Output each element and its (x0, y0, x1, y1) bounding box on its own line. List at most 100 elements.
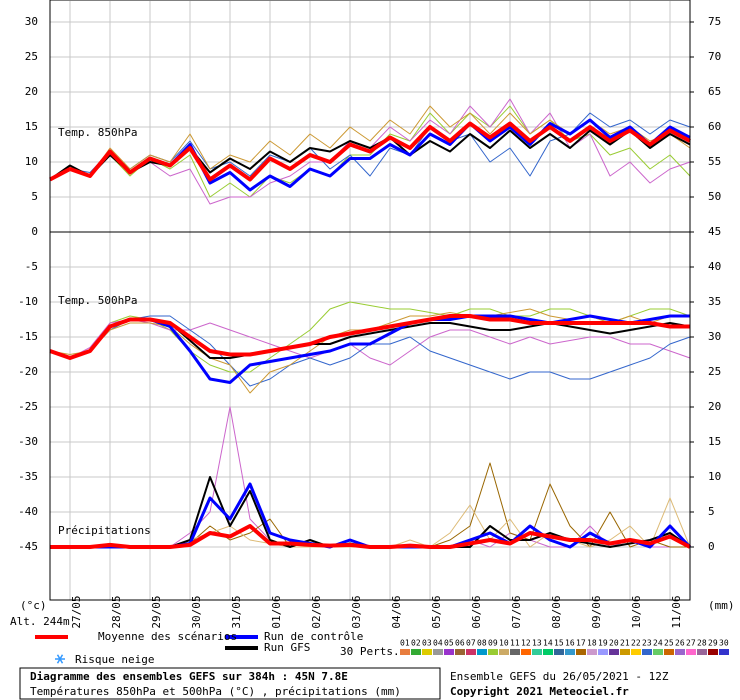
pert-label: 07 (466, 639, 476, 648)
x-tick-label: 07/06 (510, 595, 523, 628)
pert-swatch (697, 649, 707, 655)
y2-tick-label: 55 (708, 155, 721, 168)
pert-swatch (620, 649, 630, 655)
x-tick-label: 31/05 (230, 595, 243, 628)
y-tick-label: 25 (25, 50, 38, 63)
pert-label: 12 (521, 639, 531, 648)
pert-label: 18 (587, 639, 597, 648)
pert-swatch (466, 649, 476, 655)
y2-tick-label: 25 (708, 365, 721, 378)
pert-label: 29 (708, 639, 718, 648)
y-tick-label: -25 (18, 400, 38, 413)
y-tick-label: -30 (18, 435, 38, 448)
y-tick-label: -10 (18, 295, 38, 308)
pert-swatch (708, 649, 718, 655)
y2-tick-label: 65 (708, 85, 721, 98)
y-tick-label: -45 (18, 540, 38, 553)
pert-label: 06 (455, 639, 465, 648)
y2-tick-label: 5 (708, 505, 715, 518)
pert-label: 27 (686, 639, 696, 648)
pert-label: 02 (411, 639, 421, 648)
pert-swatch (510, 649, 520, 655)
altitude: Alt. 244m (10, 615, 70, 628)
pert-swatch (521, 649, 531, 655)
y2-tick-label: 30 (708, 330, 721, 343)
pert-label: 15 (554, 639, 564, 648)
y-tick-label: -40 (18, 505, 38, 518)
y2-tick-label: 70 (708, 50, 721, 63)
pert-swatch (433, 649, 443, 655)
y2-tick-label: 0 (708, 540, 715, 553)
y-tick-label: 15 (25, 120, 38, 133)
pert-swatch (598, 649, 608, 655)
pert-swatch (642, 649, 652, 655)
snow-icon (55, 654, 65, 664)
x-tick-label: 27/05 (70, 595, 83, 628)
pert-swatch (400, 649, 410, 655)
pert-label: 19 (598, 639, 608, 648)
pert-swatch (532, 649, 542, 655)
panel-label: Précipitations (58, 524, 151, 537)
pert-label: 26 (675, 639, 685, 648)
x-tick-label: 01/06 (270, 595, 283, 628)
pert-label: 21 (620, 639, 630, 648)
pert-label: 24 (653, 639, 663, 648)
pert-label: 13 (532, 639, 542, 648)
legend-label: Run GFS (264, 641, 310, 654)
pert-label: 11 (510, 639, 520, 648)
labels: 302520151050-5-10-15-20-25-30-35-40-4575… (18, 15, 721, 629)
x-tick-label: 29/05 (150, 595, 163, 628)
series-line (49, 314, 690, 360)
pert-label: 08 (477, 639, 487, 648)
pert-label: 30 (719, 639, 729, 648)
plot-area (50, 0, 690, 600)
y-tick-label: 0 (31, 225, 38, 238)
series-line (49, 121, 691, 182)
y-unit-left: (°c) (20, 599, 47, 612)
pert-swatch (499, 649, 509, 655)
run-info: Ensemble GEFS du 26/05/2021 - 12Z (450, 670, 669, 683)
series-line (49, 129, 691, 181)
pert-label: 04 (433, 639, 443, 648)
pert-swatch (631, 649, 641, 655)
y2-tick-label: 10 (708, 470, 721, 483)
pert-label: 01 (400, 639, 410, 648)
pert-swatch (554, 649, 564, 655)
y-tick-label: -5 (25, 260, 38, 273)
pert-swatch (455, 649, 465, 655)
snow-label: Risque neige (75, 653, 154, 666)
pert-label: 28 (697, 639, 707, 648)
pert-label: 22 (631, 639, 641, 648)
pert-label: 09 (488, 639, 498, 648)
y2-tick-label: 60 (708, 120, 721, 133)
perts-label: 30 Perts. (340, 645, 400, 658)
y-tick-label: 20 (25, 85, 38, 98)
pert-swatch (664, 649, 674, 655)
x-tick-label: 04/06 (390, 595, 403, 628)
y2-tick-label: 45 (708, 225, 721, 238)
pert-label: 17 (576, 639, 586, 648)
pert-label: 23 (642, 639, 652, 648)
pert-swatch (719, 649, 729, 655)
pert-swatch (543, 649, 553, 655)
y2-tick-label: 75 (708, 15, 721, 28)
footer-subtitle: Températures 850hPa et 500hPa (°C) , pré… (30, 685, 401, 698)
grid (50, 1, 694, 600)
panel-label: Temp. 500hPa (58, 294, 137, 307)
x-tick-label: 05/06 (430, 595, 443, 628)
pert-swatch (477, 649, 487, 655)
y2-tick-label: 50 (708, 190, 721, 203)
pert-swatch (565, 649, 575, 655)
legend-label: Run de contrôle (264, 630, 363, 643)
plot-frame (49, 0, 691, 601)
x-tick-label: 10/06 (630, 595, 643, 628)
y2-tick-label: 40 (708, 260, 721, 273)
y2-tick-label: 20 (708, 400, 721, 413)
x-tick-label: 28/05 (110, 595, 123, 628)
y-tick-label: -15 (18, 330, 38, 343)
x-tick-label: 09/06 (590, 595, 603, 628)
pert-swatch (653, 649, 663, 655)
y-tick-label: 30 (25, 15, 38, 28)
pert-swatch (609, 649, 619, 655)
